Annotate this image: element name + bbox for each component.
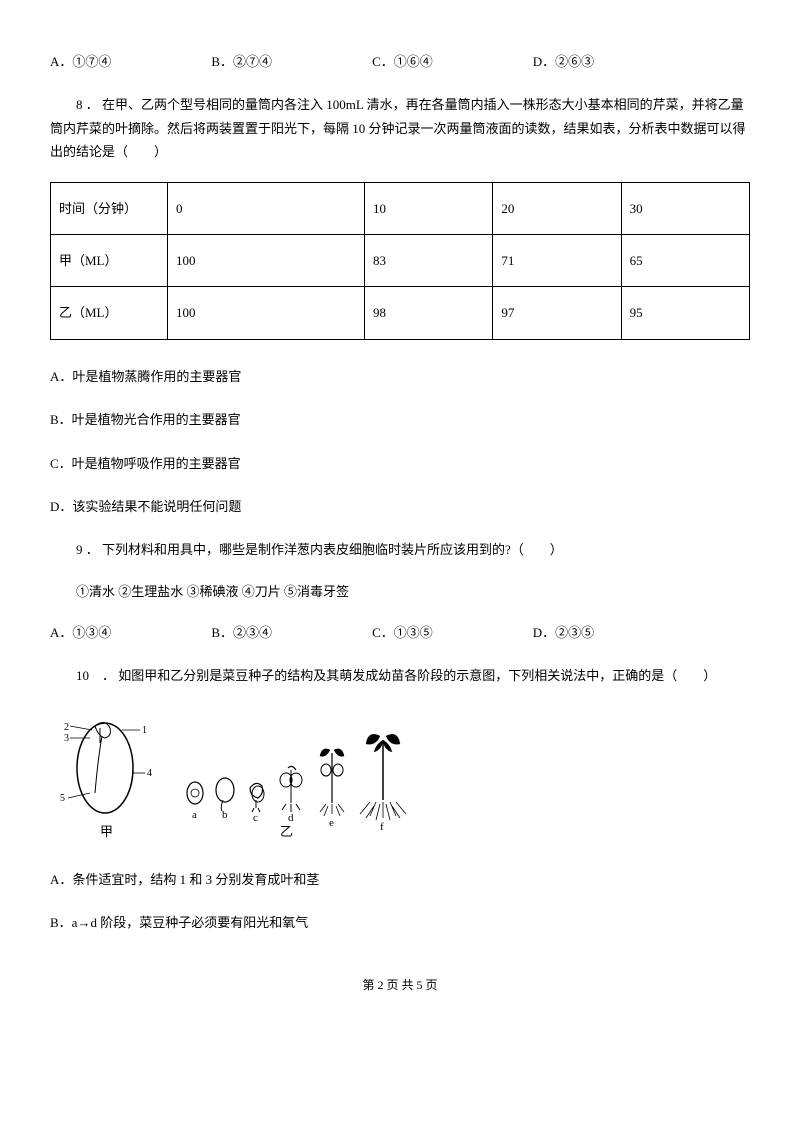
q8-number: 8 ．	[76, 97, 99, 112]
q9-number: 9 ．	[76, 542, 99, 557]
q8-stem: 8 ． 在甲、乙两个型号相同的量筒内各注入 100mL 清水，再在各量筒内插入一…	[50, 93, 750, 163]
table-row: 时间（分钟） 0 10 20 30	[51, 182, 750, 234]
label-3: 3	[64, 733, 69, 744]
q9-substem: ①清水 ②生理盐水 ③稀碘液 ④刀片 ⑤消毒牙签	[50, 580, 750, 603]
q7-choice-b: B．②⑦④	[211, 50, 272, 73]
label-1: 1	[142, 725, 147, 736]
q10-text: 如图甲和乙分别是菜豆种子的结构及其萌发成幼苗各阶段的示意图，下列相关说法中，正确…	[118, 668, 716, 683]
table-cell: 乙（ML）	[51, 287, 168, 339]
table-cell: 100	[168, 287, 365, 339]
q9-choice-a: A．①③④	[50, 621, 111, 644]
q9-text: 下列材料和用具中，哪些是制作洋葱内表皮细胞临时装片所应该用到的?（ ）	[102, 542, 563, 557]
table-cell: 83	[365, 234, 493, 286]
label-e: e	[329, 817, 334, 829]
q7-choices: A．①⑦④ B．②⑦④ C．①⑥④ D．②⑥③	[50, 50, 750, 73]
label-4: 4	[147, 768, 152, 779]
q8-option-b: B．叶是植物光合作用的主要器官	[50, 408, 750, 431]
table-cell: 71	[493, 234, 621, 286]
label-jia: 甲	[100, 824, 113, 839]
table-cell: 65	[621, 234, 749, 286]
table-cell: 97	[493, 287, 621, 339]
q9-choice-b: B．②③④	[211, 621, 272, 644]
table-row: 乙（ML） 100 98 97 95	[51, 287, 750, 339]
page-footer: 第 2 页 共 5 页	[50, 975, 750, 997]
table-cell: 30	[621, 182, 749, 234]
q7-choice-a: A．①⑦④	[50, 50, 111, 73]
q9-choice-c: C．①③⑤	[372, 621, 433, 644]
table-cell: 甲（ML）	[51, 234, 168, 286]
q9-choice-d: D．②③⑤	[533, 621, 594, 644]
q7-choice-c: C．①⑥④	[372, 50, 433, 73]
q8-option-c: C．叶是植物呼吸作用的主要器官	[50, 452, 750, 475]
q8-option-a: A．叶是植物蒸腾作用的主要器官	[50, 365, 750, 388]
q8-table: 时间（分钟） 0 10 20 30 甲（ML） 100 83 71 65 乙（M…	[50, 182, 750, 340]
label-f: f	[380, 821, 384, 833]
q9-choices: A．①③④ B．②③④ C．①③⑤ D．②③⑤	[50, 621, 750, 644]
q10-stem: 10 ． 如图甲和乙分别是菜豆种子的结构及其萌发成幼苗各阶段的示意图，下列相关说…	[50, 664, 750, 687]
table-cell: 10	[365, 182, 493, 234]
q8-text: 在甲、乙两个型号相同的量筒内各注入 100mL 清水，再在各量筒内插入一株形态大…	[50, 97, 746, 159]
label-5: 5	[60, 793, 65, 804]
label-c: c	[253, 812, 258, 824]
table-cell: 95	[621, 287, 749, 339]
q10-figure: 2 3 1 4 5 甲 a b c d e	[50, 708, 750, 848]
q10-option-b: B．a→d 阶段，菜豆种子必须要有阳光和氧气	[50, 911, 750, 934]
label-b: b	[222, 809, 228, 821]
table-cell: 0	[168, 182, 365, 234]
seed-diagram-icon: 2 3 1 4 5 甲 a b c d e	[50, 708, 450, 848]
table-cell: 98	[365, 287, 493, 339]
table-row: 甲（ML） 100 83 71 65	[51, 234, 750, 286]
q8-option-d: D．该实验结果不能说明任何问题	[50, 495, 750, 518]
q9-stem: 9 ． 下列材料和用具中，哪些是制作洋葱内表皮细胞临时装片所应该用到的?（ ）	[50, 538, 750, 561]
label-a: a	[192, 809, 197, 821]
label-yi: 乙	[280, 824, 293, 839]
table-cell: 100	[168, 234, 365, 286]
q10-option-a: A．条件适宜时，结构 1 和 3 分别发育成叶和茎	[50, 868, 750, 891]
q7-choice-d: D．②⑥③	[533, 50, 594, 73]
label-d: d	[288, 812, 294, 824]
q10-number: 10 ．	[76, 668, 115, 683]
table-cell: 时间（分钟）	[51, 182, 168, 234]
table-cell: 20	[493, 182, 621, 234]
label-2: 2	[64, 722, 69, 733]
